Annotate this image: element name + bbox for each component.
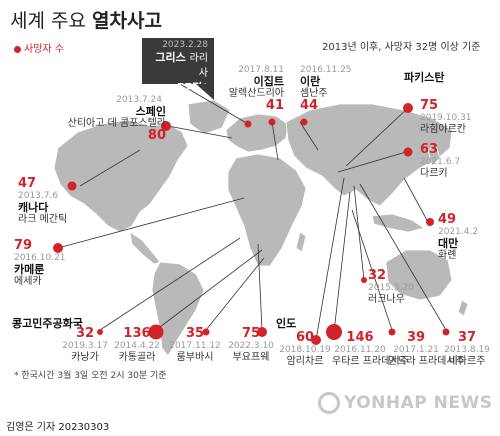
dot-canada: [67, 181, 77, 191]
south-america-land: [151, 261, 205, 357]
accident-lucknow: 32 2015.3.20 러크나우: [368, 268, 414, 305]
accident-lubumbashi: 35 2017.11.12 룸부바시: [169, 326, 221, 363]
accident-pakistan-1-detail: 75 2019.10.31 라힘야르칸: [420, 98, 472, 135]
greece-callout: 2023.2.28 그리스 라리사 57명*: [142, 38, 214, 94]
accident-spain: 2013.7.24: [116, 95, 162, 105]
dot-andhra-pradesh: [388, 328, 396, 336]
accident-amritsar: 60 2018.10.19 암리차르: [279, 330, 331, 367]
accident-pakistan-2: 63 2021.6.7 다르키: [420, 142, 461, 179]
dot-greece: [244, 120, 252, 128]
byline: 김영은 기자 20230303: [6, 422, 110, 433]
accident-taiwan: 49 2021.4.2 대만 화롄: [438, 212, 479, 261]
dot-cameroon: [53, 243, 63, 253]
india-header: 인도: [276, 317, 297, 330]
accident-andhra-pradesh: 39 2017.1.21 안드라 프라데시주: [388, 330, 465, 367]
callout-place: 그리스 라리사: [155, 51, 208, 79]
callout-deaths: 57명*: [176, 81, 208, 94]
dot-kananga: [97, 329, 103, 335]
accident-kananga: 32 2019.3.17 카낭가: [62, 326, 108, 363]
dot-buyofwe: [257, 327, 267, 337]
dot-katongola: [148, 324, 164, 340]
accident-cameroon: 79 2016.10.21 카메룬 에세카: [14, 238, 66, 287]
accident-canada: 47 2013.7.6 캐나다 라크 메간틱: [18, 176, 68, 225]
congo-header: 콩고민주공화국: [12, 317, 83, 330]
dot-lucknow: [361, 277, 367, 283]
yonhap-logo-icon: [318, 392, 340, 414]
africa-land: [227, 153, 307, 267]
accident-egypt: 2017.8.11 이집트 알렉산드리아 41: [228, 65, 284, 113]
accident-iran: 2016.11.25 이란 셈난주 44: [300, 65, 352, 113]
dot-iran: [300, 118, 308, 126]
accident-bihar: 37 2013.8.19 비하르주: [444, 330, 490, 367]
central-america-land: [129, 231, 161, 265]
dot-pakistan1: [403, 103, 413, 113]
footnote: * 한국시간 3월 3일 오전 2시 30분 기준: [14, 371, 167, 381]
dot-uttar-pradesh: [326, 324, 342, 340]
criteria-note: 2013년 이후, 사망자 32명 이상 기준: [322, 42, 481, 53]
title-bold: 열차사고: [92, 10, 162, 32]
madagascar-land: [295, 231, 307, 253]
dot-bihar: [442, 328, 450, 336]
legend-dot-icon: [14, 45, 21, 53]
north-america-land: [53, 119, 189, 233]
europe-land: [225, 113, 289, 153]
legend: 사망자 수: [14, 40, 64, 55]
dot-taiwan: [426, 218, 434, 226]
new-zealand-land: [457, 299, 469, 317]
southeast-asia-islands: [371, 213, 425, 233]
accident-pakistan-1: 파키스탄: [404, 71, 445, 84]
legend-label: 사망자 수: [24, 44, 64, 55]
watermark: YONHAP NEWS: [318, 392, 492, 414]
accident-spain-text: 스페인 산티아고 데 콤포스텔라 80: [67, 105, 166, 143]
dot-lubumbashi: [202, 328, 210, 336]
dot-egypt: [268, 118, 276, 126]
title-light: 세계 주요: [10, 10, 86, 32]
japan-land: [427, 145, 441, 167]
dot-spain: [161, 121, 171, 131]
dot-amritsar: [311, 335, 321, 345]
accident-uttar-pradesh: 146 2016.11.20 우타르 프라데시주: [332, 330, 409, 367]
australia-land: [385, 249, 453, 301]
accident-katongola: 136 2014.4.22 카통골라: [114, 326, 160, 363]
greenland-land: [187, 99, 231, 135]
callout-date: 2023.2.28: [162, 40, 208, 50]
accident-buyofwe: 75 2022.3.10 부요프웨: [228, 326, 274, 363]
dot-pakistan2: [403, 147, 413, 157]
page-title: 세계 주요 열차사고: [10, 6, 162, 33]
asia-land: [285, 103, 453, 207]
